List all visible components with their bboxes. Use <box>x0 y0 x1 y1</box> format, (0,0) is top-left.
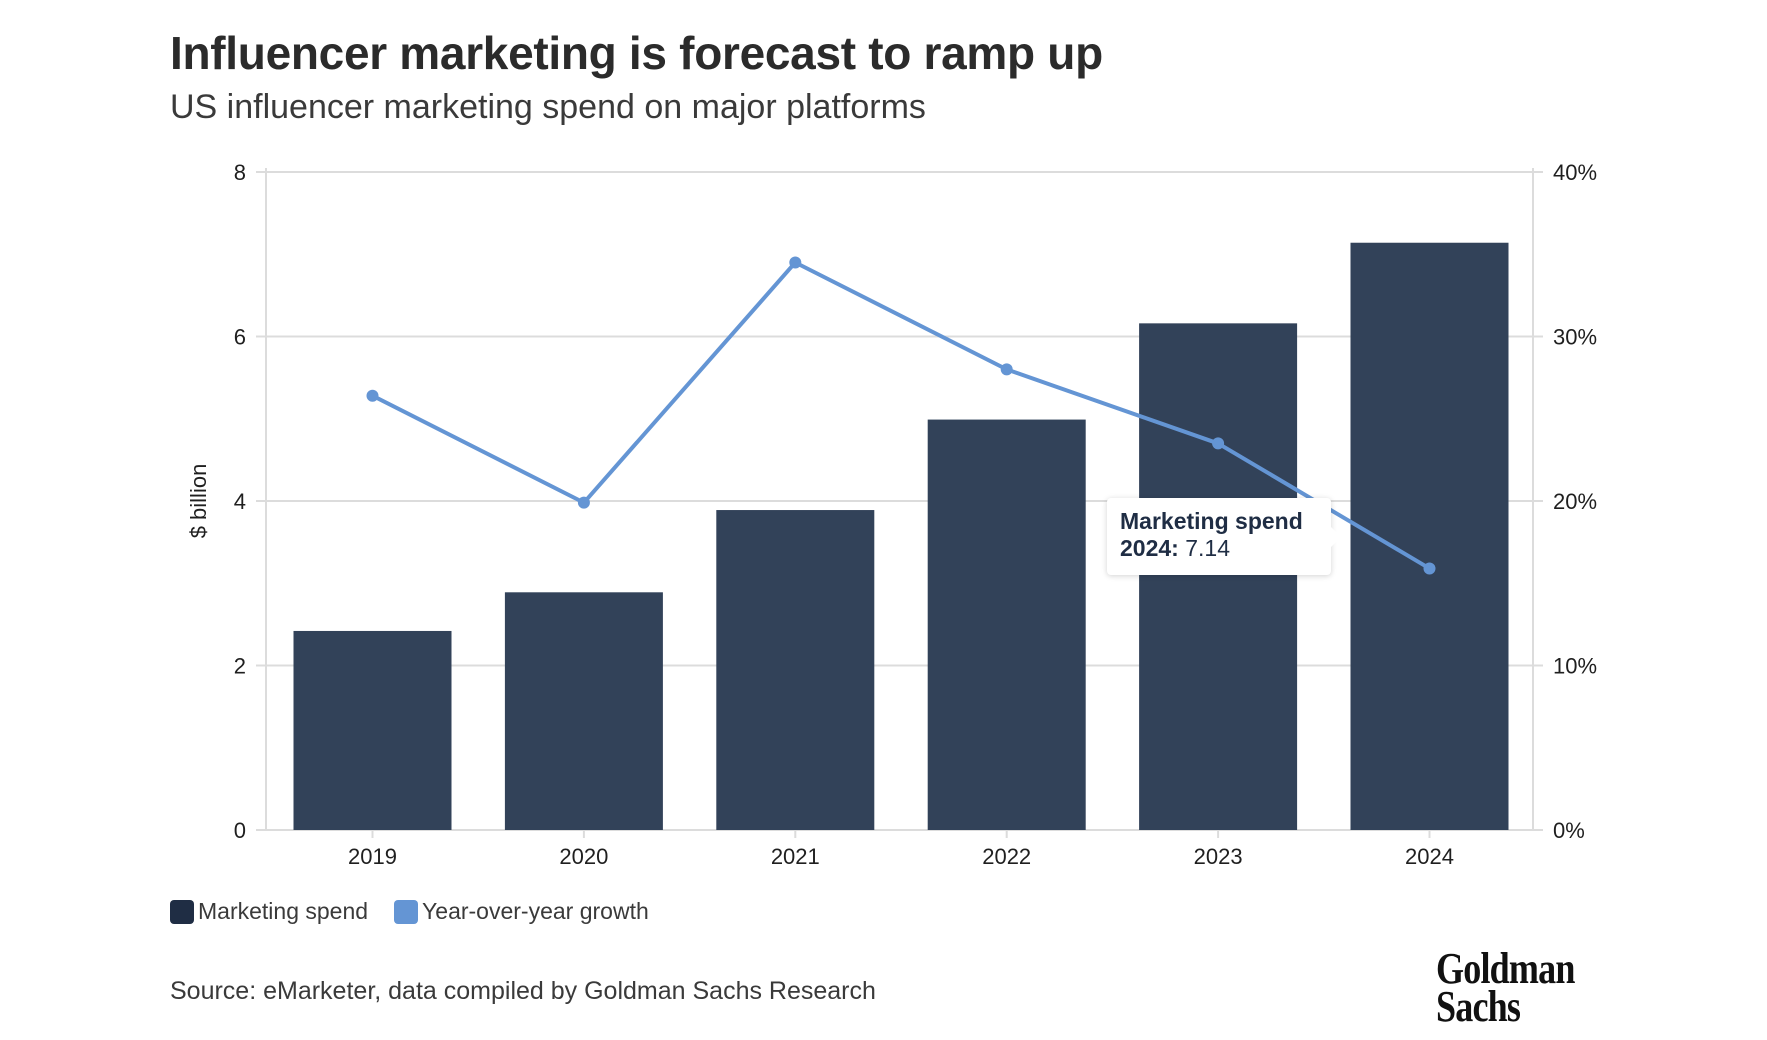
growth-point-2022 <box>1000 363 1013 376</box>
y2-tick-label: 30% <box>1553 325 1597 350</box>
source-note: Source: eMarketer, data compiled by Gold… <box>170 977 876 1005</box>
x-tick-label: 2023 <box>1194 844 1243 869</box>
tooltip-value: 7.14 <box>1185 535 1230 561</box>
chart-title: Influencer marketing is forecast to ramp… <box>170 27 1103 79</box>
x-tick-label: 2022 <box>982 844 1031 869</box>
growth-point-2020 <box>577 496 590 509</box>
y-tick-label: 8 <box>234 160 246 185</box>
x-tick-label: 2024 <box>1405 844 1454 869</box>
y-tick-label: 0 <box>234 818 246 843</box>
growth-line <box>371 260 1431 571</box>
y-tick-label: 2 <box>234 654 246 679</box>
legend-swatch-bar <box>170 899 194 924</box>
chart-subtitle: US influencer marketing spend on major p… <box>170 88 926 126</box>
legend-swatch-line <box>394 899 419 924</box>
bar-2023 <box>1139 323 1298 830</box>
y2-tick-label: 40% <box>1553 160 1597 185</box>
growth-point-2023 <box>1212 437 1225 450</box>
y2-tick-label: 10% <box>1553 654 1597 679</box>
y-axis-label: $ billion <box>186 464 211 539</box>
y2-tick-label: 0% <box>1553 818 1585 843</box>
y2-tick-label: 20% <box>1553 489 1597 514</box>
bar-2021 <box>716 510 875 830</box>
y-tick-label: 4 <box>234 489 246 514</box>
bar-2019 <box>293 630 452 830</box>
tooltip: Marketing spend 2024: 7.14 <box>1107 498 1341 575</box>
legend-label: Year-over-year growth <box>422 898 649 924</box>
tooltip-label: 2024: <box>1120 535 1179 561</box>
growth-point-2021 <box>789 256 802 269</box>
legend-item-yoy-growth[interactable]: Year-over-year growth <box>394 898 649 925</box>
goldman-sachs-logo: Goldman Sachs <box>1436 944 1575 1031</box>
x-tick-label: 2019 <box>348 844 397 869</box>
legend-label: Marketing spend <box>198 898 369 924</box>
x-tick-label: 2021 <box>771 844 820 869</box>
y-tick-label: 6 <box>234 325 246 350</box>
bar-2020 <box>504 592 663 830</box>
tooltip-series: Marketing spend <box>1120 508 1303 534</box>
growth-point-2024 <box>1423 562 1436 575</box>
legend-item-marketing-spend[interactable]: Marketing spend <box>170 898 368 925</box>
legend: Marketing spend Year-over-year growth <box>170 898 649 925</box>
x-tick-label: 2020 <box>559 844 608 869</box>
growth-point-2019 <box>366 389 379 402</box>
bar-2022 <box>927 419 1086 830</box>
